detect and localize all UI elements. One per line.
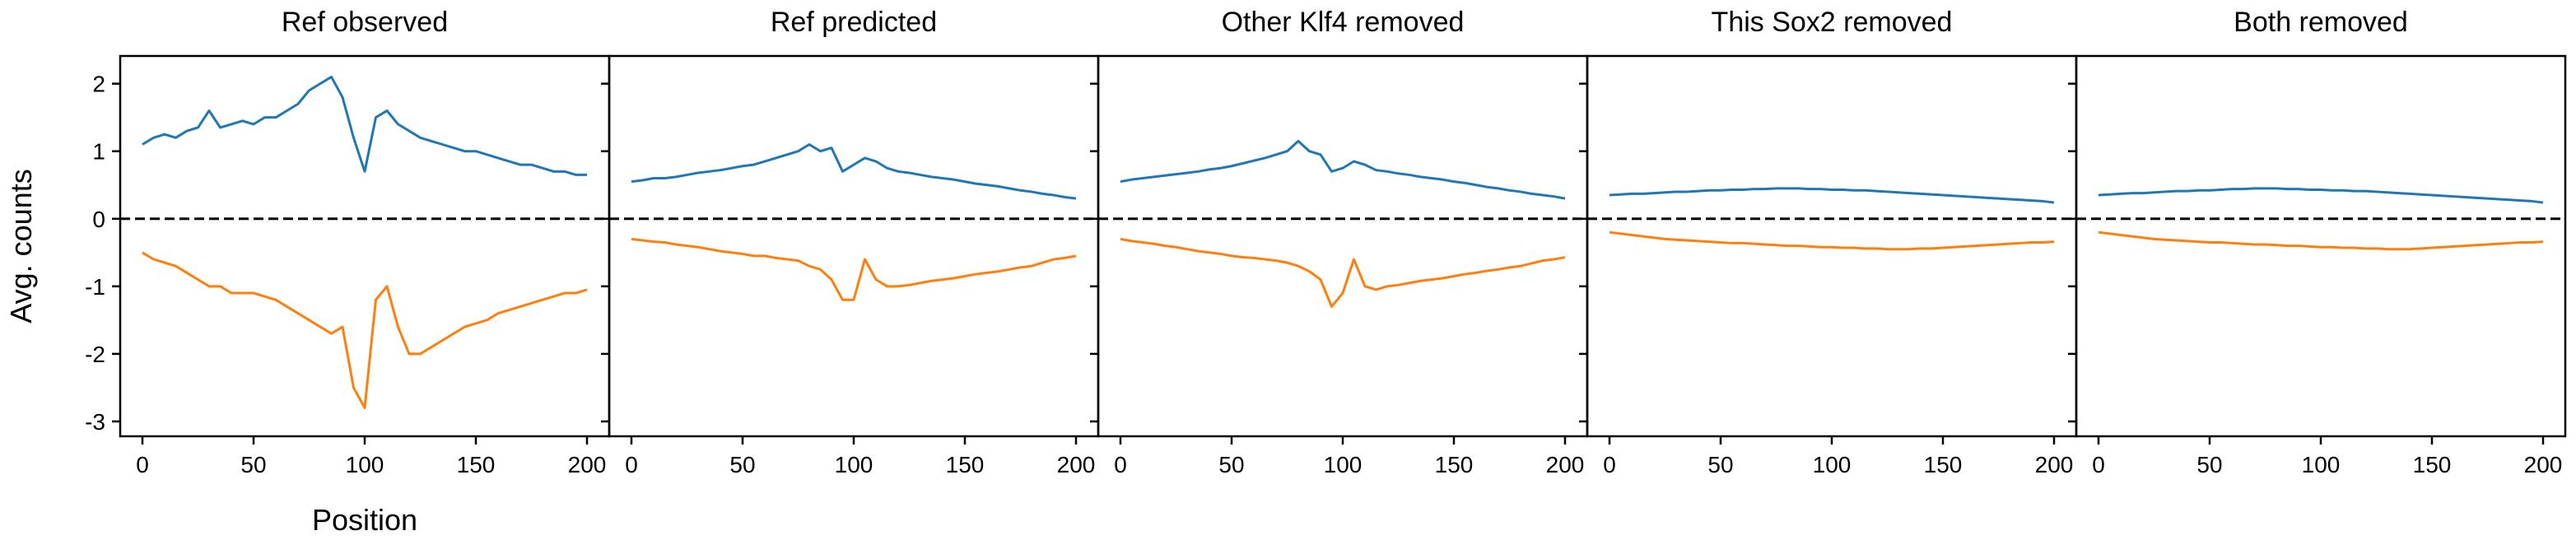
plot-frame <box>119 54 611 438</box>
x-tick-label: 50 <box>1218 452 1244 477</box>
y-tick-label: 0 <box>92 207 105 232</box>
data-line <box>1120 237 1566 308</box>
y-tick-label: -3 <box>85 409 105 435</box>
x-tick-label: 50 <box>240 452 266 477</box>
data-line <box>1609 187 2055 204</box>
x-tick-label: 200 <box>2524 452 2563 477</box>
data-line <box>2098 230 2544 251</box>
panel-title: Both removed <box>2234 7 2408 38</box>
panel-title: Other Klf4 removed <box>1222 7 1465 38</box>
y-tick-label: -1 <box>85 274 105 300</box>
panel-title: Ref observed <box>282 7 448 38</box>
x-tick-label: 0 <box>625 452 638 477</box>
x-tick-label: 0 <box>1603 452 1616 477</box>
x-tick-label: 50 <box>729 452 755 477</box>
panel-title: This Sox2 removed <box>1712 7 1953 38</box>
x-tick-label: 100 <box>1324 452 1363 477</box>
x-tick-label: 150 <box>1435 452 1474 477</box>
x-tick-label: 200 <box>1057 452 1096 477</box>
x-tick-label: 150 <box>946 452 985 477</box>
data-line <box>1120 139 1566 200</box>
x-tick-label: 200 <box>568 452 607 477</box>
x-tick-label: 100 <box>1813 452 1852 477</box>
y-axis-label: Avg. counts <box>4 169 38 323</box>
x-tick-label: 150 <box>1924 452 1963 477</box>
data-line <box>1609 230 2055 251</box>
plot-frame <box>2075 54 2567 438</box>
x-tick-label: 200 <box>1546 452 1585 477</box>
x-tick-label: 150 <box>2413 452 2452 477</box>
y-tick-label: -2 <box>85 342 105 367</box>
x-tick-label: 100 <box>2302 452 2341 477</box>
y-tick-label: 1 <box>92 139 105 165</box>
x-tick-label: 0 <box>136 452 149 477</box>
x-tick-label: 50 <box>1707 452 1733 477</box>
data-line <box>142 75 587 176</box>
data-line <box>631 143 1077 200</box>
x-tick-label: 150 <box>457 452 496 477</box>
x-tick-label: 100 <box>346 452 384 477</box>
panel-title: Ref predicted <box>771 7 937 38</box>
x-tick-label: 0 <box>1114 452 1127 477</box>
x-axis-label: Position <box>312 503 417 537</box>
y-tick-label: 2 <box>92 72 105 97</box>
data-line <box>2098 187 2544 204</box>
x-tick-label: 200 <box>2035 452 2074 477</box>
data-line <box>142 251 588 410</box>
data-line <box>631 237 1077 301</box>
x-tick-label: 0 <box>2092 452 2105 477</box>
x-tick-label: 100 <box>835 452 873 477</box>
x-tick-label: 50 <box>2196 452 2222 477</box>
